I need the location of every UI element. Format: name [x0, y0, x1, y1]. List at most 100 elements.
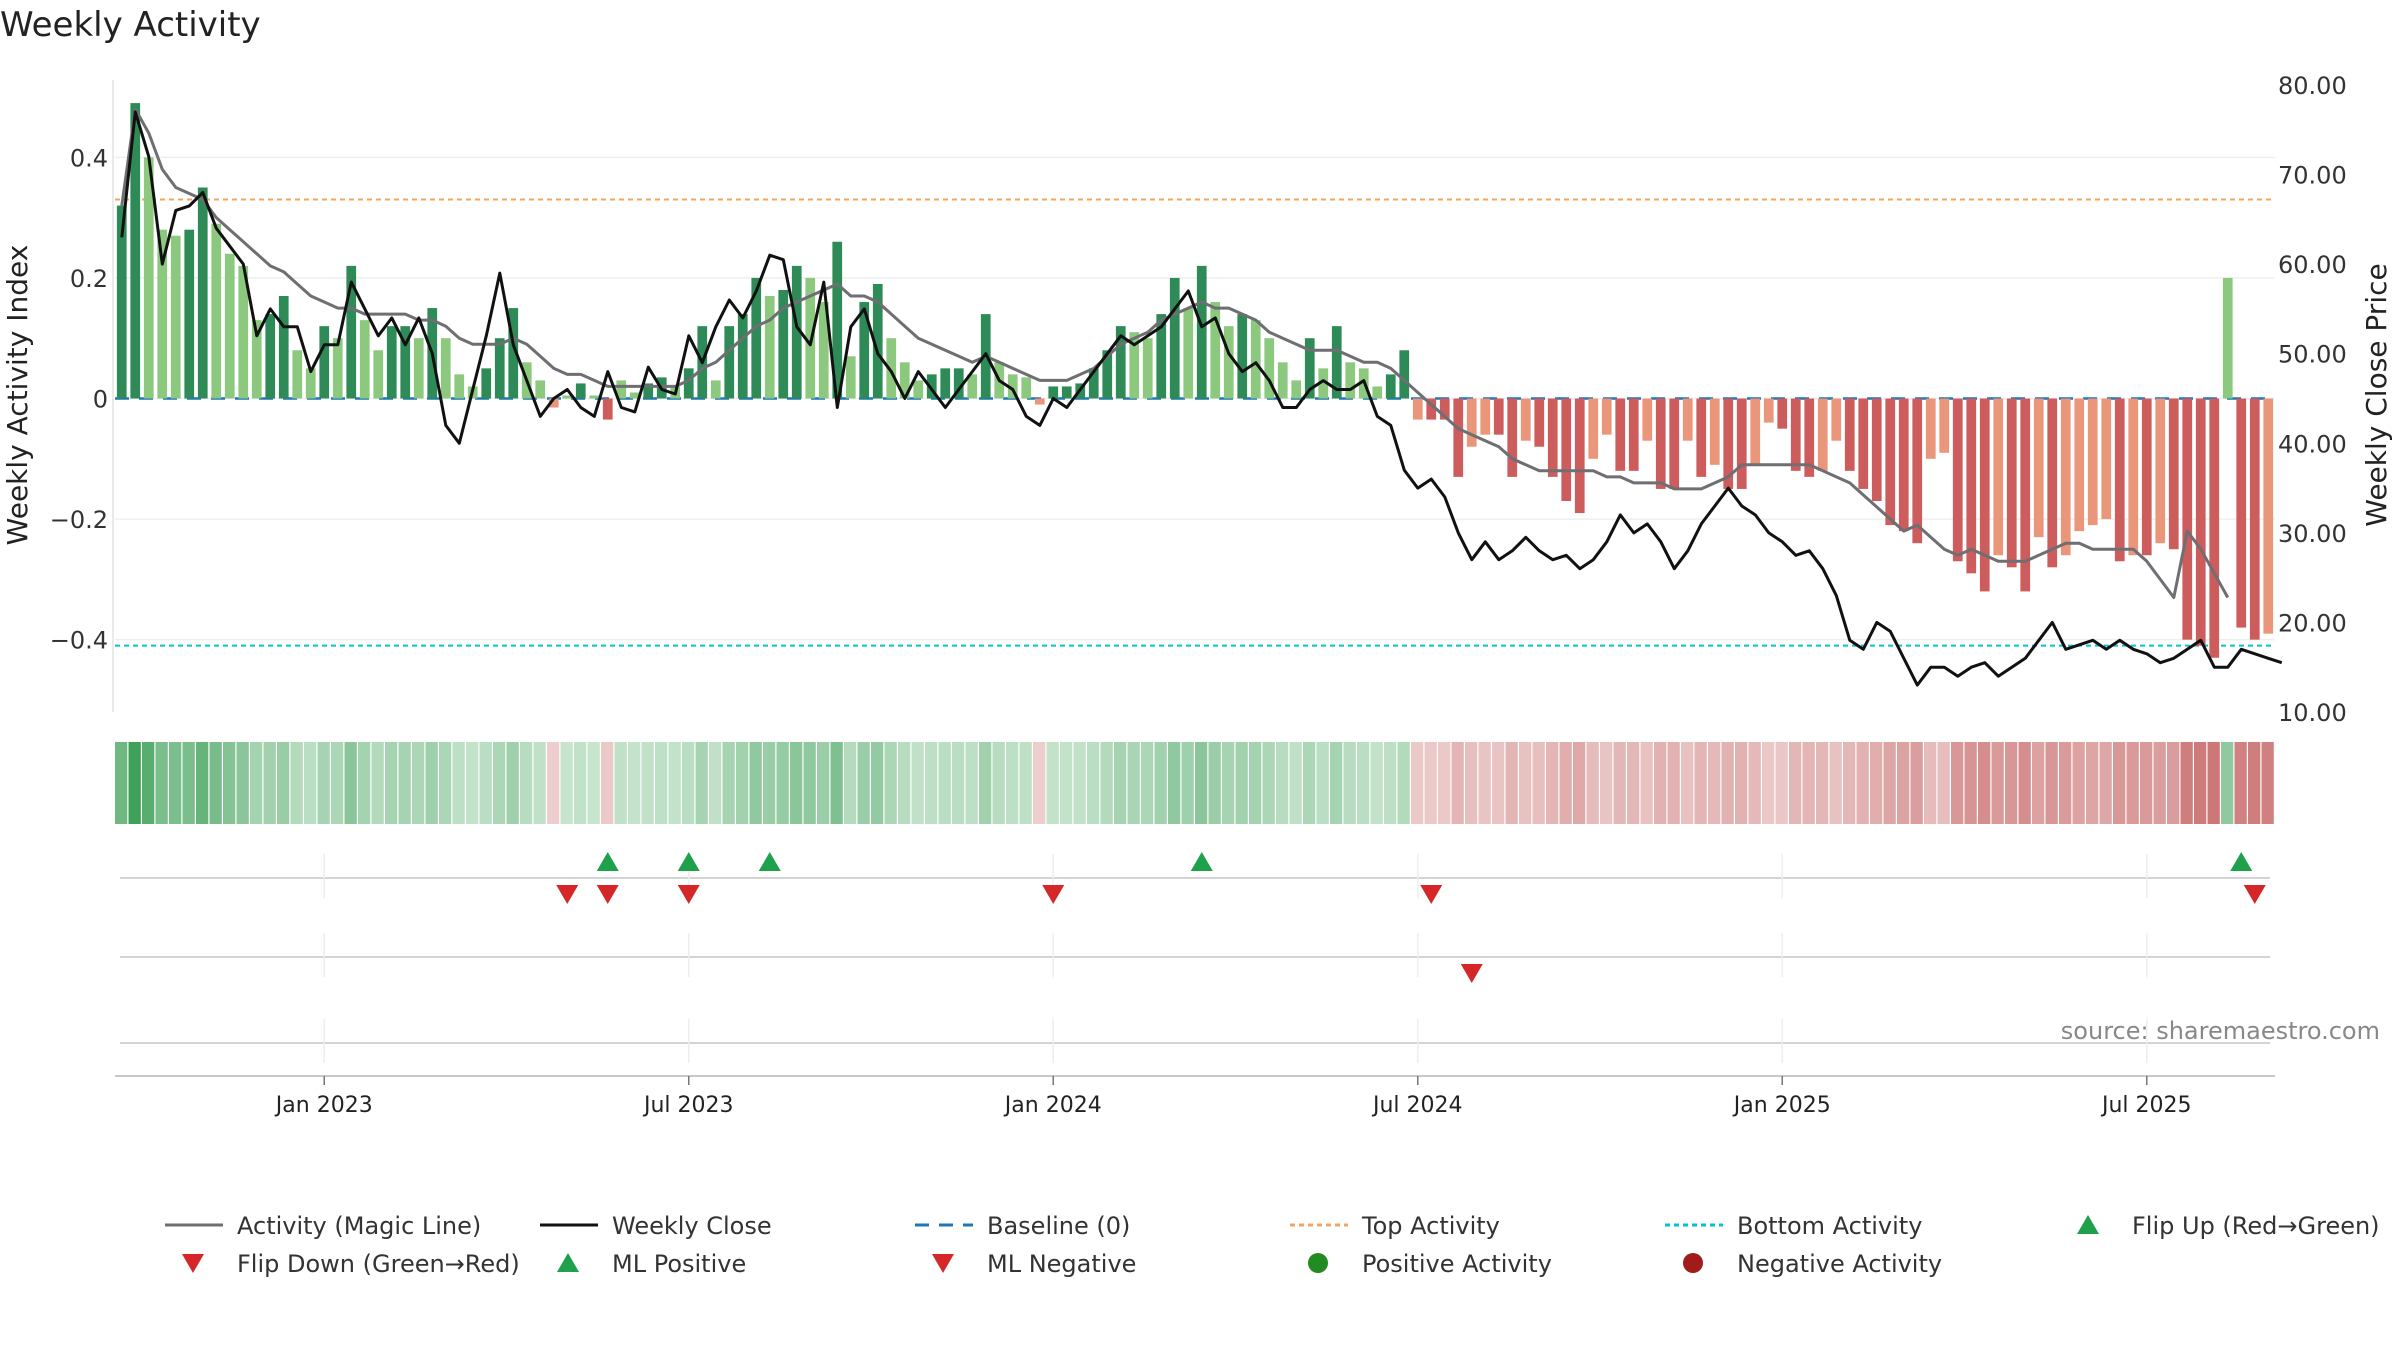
activity-bar — [157, 229, 168, 399]
heat-cell — [2005, 742, 2018, 824]
heat-cell — [2018, 742, 2031, 824]
activity-bar — [1061, 386, 1072, 399]
activity-bar — [1385, 374, 1396, 399]
heat-cell — [277, 742, 290, 824]
heat-cell — [1762, 742, 1775, 824]
activity-bar — [832, 241, 843, 399]
activity-bar — [2047, 398, 2058, 568]
heat-cell — [790, 742, 803, 824]
heat-cell — [1303, 742, 1316, 824]
activity-bar — [1237, 314, 1248, 399]
activity-bar — [251, 320, 262, 399]
heat-cell — [1856, 742, 1869, 824]
heat-cell — [898, 742, 911, 824]
legend-item: Flip Down (Green→Red) — [182, 1250, 520, 1278]
heat-cell — [2221, 742, 2234, 824]
activity-bar — [643, 383, 654, 399]
activity-bar — [1952, 398, 1963, 562]
activity-bar — [1223, 326, 1234, 399]
heat-cell — [2153, 742, 2166, 824]
heat-cell — [1316, 742, 1329, 824]
legend-item: Top Activity — [1290, 1212, 1500, 1240]
activity-bar — [1790, 398, 1801, 471]
activity-bar — [1642, 398, 1653, 441]
activity-bar — [1925, 398, 1936, 459]
heat-cell — [371, 742, 384, 824]
heat-cell — [304, 742, 317, 824]
x-tick-label: Jan 2024 — [1003, 1093, 1102, 1118]
activity-bar — [710, 380, 721, 399]
heat-cell — [2207, 742, 2220, 824]
heat-cell — [2126, 742, 2139, 824]
heat-cell — [425, 742, 438, 824]
heat-cell — [1397, 742, 1410, 824]
activity-bar — [1399, 350, 1410, 399]
activity-bar — [1898, 398, 1909, 532]
activity-bar — [2141, 398, 2152, 556]
activity-bar — [899, 362, 910, 399]
heat-cell — [601, 742, 614, 824]
legend-label: Flip Up (Red→Green) — [2132, 1212, 2380, 1240]
heat-cell — [169, 742, 182, 824]
activity-bar — [2182, 398, 2193, 640]
heat-cell — [1330, 742, 1343, 824]
x-tick-label: Jan 2025 — [1732, 1093, 1831, 1118]
flip-down-marker — [1420, 885, 1443, 904]
heat-cell — [641, 742, 654, 824]
heat-cell — [1883, 742, 1896, 824]
activity-bar — [494, 338, 505, 399]
legend-label: Weekly Close — [612, 1212, 772, 1240]
legend-label: Bottom Activity — [1737, 1212, 1922, 1240]
legend-swatch — [1308, 1253, 1328, 1273]
activity-bar — [1183, 308, 1194, 399]
magic-line — [120, 107, 2230, 599]
activity-bar — [1507, 398, 1518, 477]
heat-cell — [1843, 742, 1856, 824]
heat-cell — [128, 742, 141, 824]
heat-cell — [2032, 742, 2045, 824]
heat-cell — [1789, 742, 1802, 824]
activity-bar — [2060, 398, 2071, 556]
heat-cell — [911, 742, 924, 824]
ml-negative-marker — [1460, 964, 1483, 983]
flip-down-marker — [677, 885, 700, 904]
legend-label: Flip Down (Green→Red) — [237, 1250, 520, 1278]
heat-cell — [2167, 742, 2180, 824]
legend: Activity (Magic Line) Weekly Close Baselin… — [165, 1212, 2380, 1278]
activity-bar — [2155, 398, 2166, 544]
heat-cell — [1114, 742, 1127, 824]
activity-bar — [1156, 314, 1167, 399]
y-tick-label: −0.2 — [50, 506, 108, 534]
y-right-tick-label: 70.00 — [2278, 162, 2347, 190]
heat-cell — [2180, 742, 2193, 824]
activity-bar — [764, 296, 775, 399]
heat-cell — [709, 742, 722, 824]
legend-swatch — [557, 1253, 579, 1272]
activity-bar — [1412, 398, 1423, 420]
heat-cell — [1937, 742, 1950, 824]
activity-bar — [359, 320, 370, 399]
heat-cell — [506, 742, 519, 824]
legend-label: Baseline (0) — [987, 1212, 1130, 1240]
activity-bar — [1763, 398, 1774, 423]
legend-label: Top Activity — [1361, 1212, 1500, 1240]
y-tick-label: 0.2 — [70, 265, 108, 293]
heat-cell — [1802, 742, 1815, 824]
x-tick-label: Jul 2024 — [1371, 1093, 1463, 1118]
heat-cell — [2140, 742, 2153, 824]
heat-cell — [412, 742, 425, 824]
heat-cell — [317, 742, 330, 824]
activity-bar — [1169, 277, 1180, 399]
legend-label: ML Positive — [612, 1250, 746, 1278]
heat-cell — [1465, 742, 1478, 824]
activity-bar — [130, 103, 141, 399]
activity-bar — [319, 326, 330, 399]
activity-bar — [332, 338, 343, 399]
activity-bar — [1979, 398, 1990, 592]
heat-cell — [263, 742, 276, 824]
x-axis-ticks: Jan 2023 Jul 2023 Jan 2024 Jul 2024 Jan 2025… — [115, 1075, 2275, 1118]
heat-cell — [979, 742, 992, 824]
activity-bar — [373, 350, 384, 399]
activity-bar — [1318, 368, 1329, 399]
heat-cell — [1100, 742, 1113, 824]
